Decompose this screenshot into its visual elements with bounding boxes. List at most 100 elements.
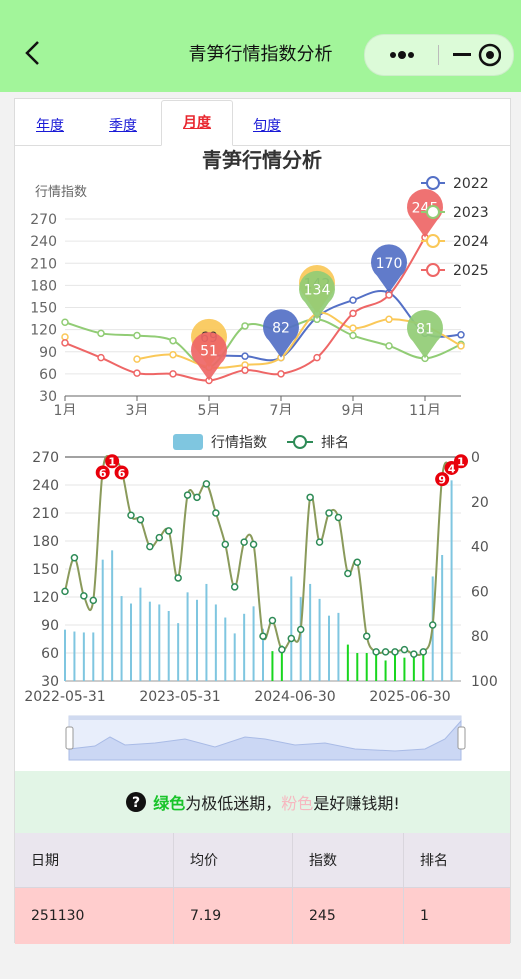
more-dots-icon	[390, 51, 414, 59]
marker-pin-2025	[191, 332, 228, 381]
index-bar	[120, 596, 123, 681]
legend-label-2025: 2025	[453, 263, 489, 279]
tab-bar: 年度 季度 月度 旬度	[15, 99, 510, 146]
legend-label-2024: 2024	[453, 234, 489, 250]
legend-symbol-2022	[426, 176, 440, 190]
tab-quarter[interactable]: 季度	[109, 118, 137, 134]
index-bar	[290, 576, 293, 681]
rank-point	[61, 587, 69, 596]
series-point-2025	[133, 369, 141, 377]
rank-point	[306, 493, 314, 502]
cell-index: 245	[292, 887, 404, 944]
y-tick-label: 180	[30, 278, 57, 294]
index-bar	[280, 645, 283, 681]
legend-label-2023: 2023	[453, 205, 489, 221]
rank-point	[315, 538, 324, 546]
index-bar	[111, 550, 114, 681]
index-bar	[356, 653, 359, 681]
series-point-2023	[133, 331, 141, 340]
marker-pin-2022	[371, 244, 408, 293]
y-tick-label: 210	[32, 506, 59, 522]
rank-point	[155, 533, 164, 542]
rank-point	[391, 648, 399, 656]
index-bar	[82, 632, 85, 681]
svg-text:?: ?	[132, 795, 140, 811]
series-point-2022	[457, 331, 465, 339]
marker-pin-2022	[263, 309, 299, 358]
zoom-handle-left[interactable]	[65, 726, 74, 750]
rank-point	[278, 645, 286, 654]
marker-pin-2023	[407, 309, 443, 359]
close-button[interactable]	[451, 35, 503, 75]
series-point-2023	[385, 342, 393, 350]
y-tick-label: 270	[30, 212, 57, 228]
header-index: 指数	[292, 833, 404, 888]
x-tick-label: 2025-06-30	[369, 689, 450, 705]
rank-point	[400, 645, 409, 654]
data-zoom-slider[interactable]	[65, 715, 466, 761]
marker-label: 82	[272, 321, 290, 337]
rank-point	[410, 650, 418, 658]
index-bar	[252, 606, 255, 681]
rank-badge	[435, 472, 450, 487]
hint-green-word: 绿色	[153, 794, 186, 813]
y2-tick-label: 40	[471, 540, 489, 556]
hint-text-1: 为极低迷期，	[185, 794, 282, 813]
hint-bar: ? 绿色 为极低迷期， 粉色 是好赚钱期!	[15, 771, 510, 833]
x-tick-label: 1月	[54, 403, 77, 415]
rank-point	[136, 515, 145, 524]
marker-label: 81	[416, 321, 434, 337]
back-button[interactable]	[18, 38, 48, 68]
cell-rank: 1	[403, 887, 510, 944]
index-bar	[412, 653, 415, 681]
y2-tick-label: 80	[471, 629, 489, 645]
index-bar	[139, 587, 142, 681]
rank-point	[287, 634, 296, 643]
y-tick-label: 90	[41, 618, 59, 634]
series-point-2024	[133, 355, 141, 363]
index-bar	[243, 613, 246, 681]
cell-price: 7.19	[173, 887, 293, 944]
index-bar	[441, 555, 444, 681]
rank-badge-label: 4	[448, 462, 456, 475]
rank-point	[89, 596, 98, 605]
index-bar	[346, 644, 349, 681]
rank-point	[259, 632, 267, 640]
minimize-record-icon	[453, 43, 501, 67]
y-tick-label: 180	[32, 534, 59, 550]
header-rank: 排名	[403, 833, 510, 888]
rank-point	[334, 513, 343, 522]
tab-year[interactable]: 年度	[36, 118, 64, 134]
zoom-top-bar	[69, 716, 461, 720]
index-bar	[92, 632, 95, 681]
rank-point	[344, 569, 352, 578]
legend-label-rank: 排名	[321, 435, 349, 451]
rank-point	[428, 621, 437, 629]
series-point-2024	[457, 342, 465, 350]
index-bar	[130, 603, 132, 681]
rank-badge	[114, 465, 129, 480]
index-bar	[309, 583, 312, 681]
rank-point	[230, 583, 239, 591]
index-bar	[64, 629, 66, 681]
index-bar	[177, 623, 180, 681]
index-bar	[318, 598, 321, 681]
tab-month[interactable]: 月度	[161, 100, 233, 146]
index-bar	[337, 612, 340, 681]
header-date: 日期	[15, 833, 174, 888]
tab-dekad[interactable]: 旬度	[253, 118, 281, 134]
marker-pin-2025	[407, 189, 443, 238]
legend-symbol-index	[173, 434, 203, 450]
more-button[interactable]	[379, 35, 425, 75]
chart-title: 青笋行情分析	[202, 148, 322, 172]
help-icon: ?	[126, 792, 147, 812]
y-tick-label: 210	[30, 256, 57, 272]
rank-point	[212, 509, 220, 517]
y-tick-label: 60	[39, 367, 57, 383]
index-bar	[403, 657, 406, 681]
series-point-2025	[61, 339, 69, 347]
marker-label: 51	[200, 344, 218, 360]
x-tick-label: 9月	[342, 403, 365, 415]
y-axis-label: 行情指数	[35, 185, 87, 200]
zoom-handle-right[interactable]	[457, 726, 466, 750]
